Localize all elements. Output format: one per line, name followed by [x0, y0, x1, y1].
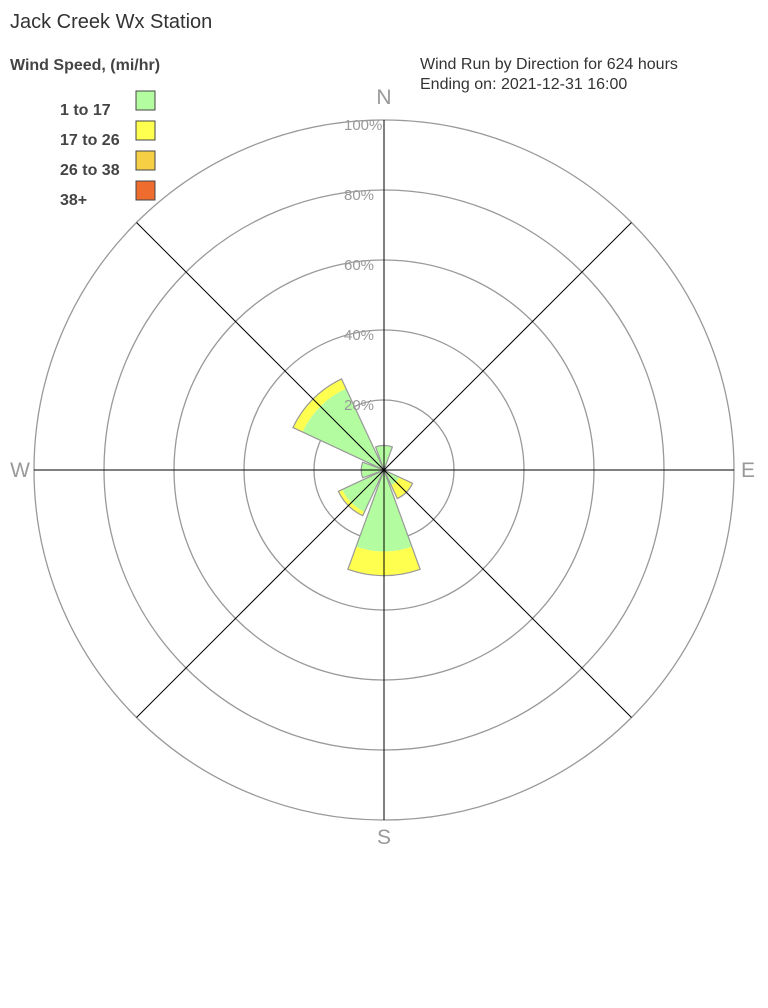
radial-tick-label: 60% — [344, 257, 374, 274]
spoke-line — [136, 222, 632, 718]
compass-label-N: N — [376, 86, 391, 109]
legend-title: Wind Speed, (mi/hr) — [10, 57, 160, 74]
chart-title: Jack Creek Wx Station — [10, 11, 212, 33]
subtitle-line-1: Wind Run by Direction for 624 hours — [420, 56, 678, 73]
radial-tick-label: 100% — [344, 117, 382, 134]
legend-swatch — [135, 180, 156, 201]
radial-tick-label: 20% — [344, 397, 374, 414]
subtitle-line-2: Ending on: 2021-12-31 16:00 — [420, 76, 627, 93]
radial-tick-label: 40% — [344, 327, 374, 344]
legend-label: 1 to 17 — [60, 102, 111, 119]
legend-swatch — [135, 90, 156, 111]
compass-label-W: W — [10, 459, 30, 482]
legend-swatch — [135, 150, 156, 171]
compass-label-S: S — [377, 826, 391, 849]
compass-label-E: E — [741, 459, 755, 482]
legend-label: 26 to 38 — [60, 162, 120, 179]
legend-swatch — [135, 120, 156, 141]
radial-tick-label: 80% — [344, 187, 374, 204]
petal-SW-bin-1 — [338, 489, 365, 516]
legend-label: 17 to 26 — [60, 132, 120, 149]
legend-label: 38+ — [60, 192, 87, 209]
